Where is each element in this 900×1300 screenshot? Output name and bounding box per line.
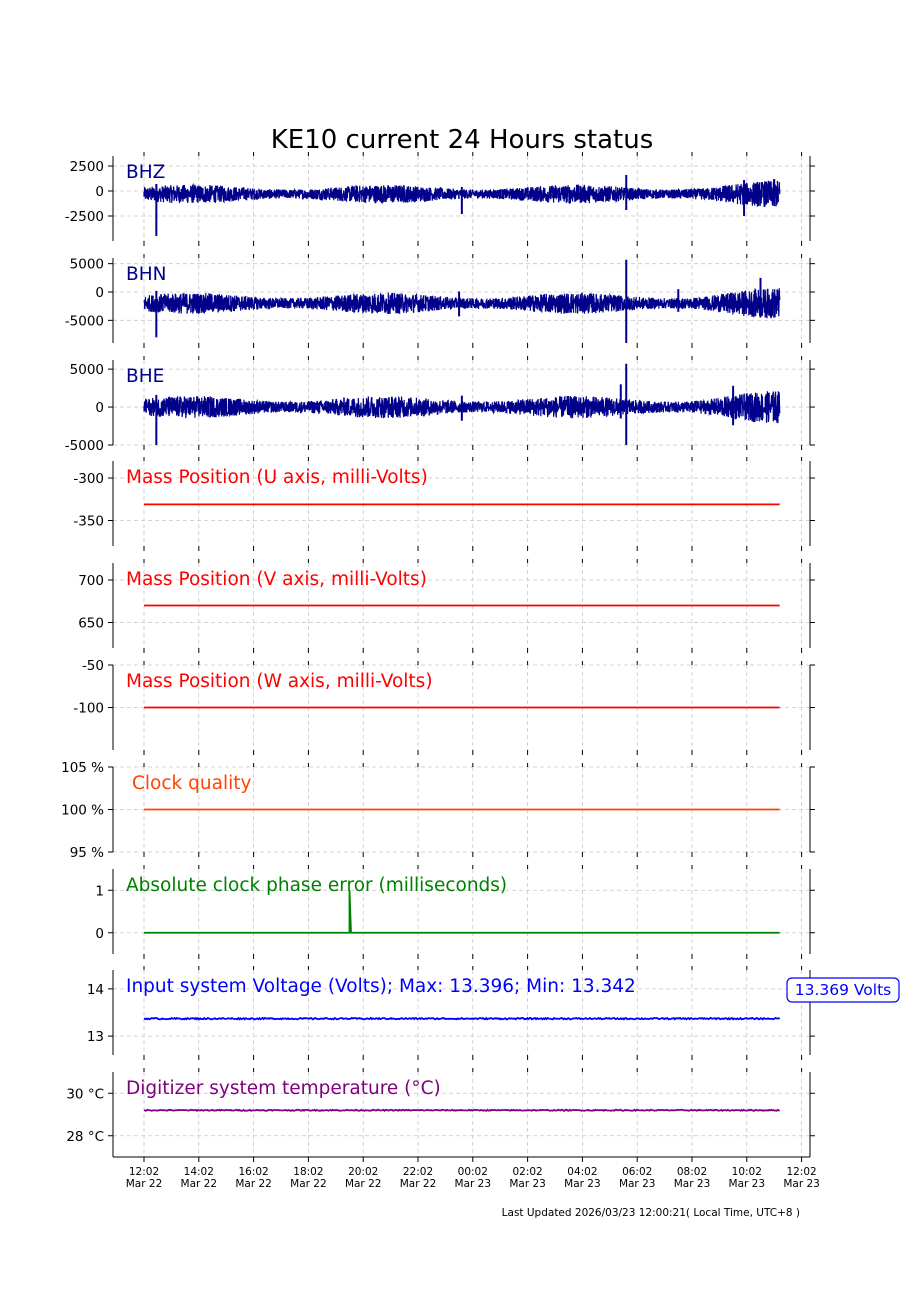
y-tick-label: -100 [73, 701, 104, 717]
y-tick-label: 0 [95, 400, 104, 416]
y-tick-label: -5000 [65, 313, 104, 329]
series-line [143, 287, 781, 319]
x-tick-label-date: Mar 23 [619, 1178, 656, 1190]
current-value-box [786, 977, 900, 1003]
x-tick-label-date: Mar 22 [181, 1178, 218, 1190]
panel-label: Mass Position (U axis, milli-Volts) [126, 467, 428, 488]
x-tick-label-time: 10:02 [732, 1166, 762, 1178]
y-tick-label: -50 [82, 658, 104, 674]
panels: 2500 0 -2500 BHZ 5000 0 -5000 BHN 5000 0 -5000 BHE -… [61, 152, 900, 1162]
x-tick-label-date: Mar 23 [729, 1178, 766, 1190]
y-tick-label: -350 [73, 514, 104, 530]
y-tick-label: -5000 [65, 438, 104, 454]
panel-label: BHN [126, 264, 166, 285]
panel-0: 2500 0 -2500 BHZ [65, 152, 815, 246]
y-tick-label: 0 [95, 926, 104, 942]
x-tick-label-time: 16:02 [238, 1166, 268, 1178]
panel-7: 1 0 Absolute clock phase error (millisecon… [95, 865, 815, 959]
x-tick-label-time: 08:02 [677, 1166, 707, 1178]
x-tick-label-date: Mar 22 [400, 1178, 437, 1190]
panel-label: BHE [126, 366, 164, 387]
x-tick-label-time: 04:02 [567, 1166, 597, 1178]
series-line [144, 890, 780, 934]
x-tick-label-date: Mar 23 [455, 1178, 492, 1190]
panel-5: -50 -100 Mass Position (W axis, milli-Volt… [73, 658, 815, 755]
x-tick-label-time: 14:02 [184, 1166, 214, 1178]
panel-label: Clock quality [132, 773, 251, 794]
y-tick-label: 5000 [70, 257, 104, 273]
panel-9: 30 °C 28 °C Digitizer system temperature (… [66, 1068, 815, 1162]
y-tick-label: 5000 [70, 362, 104, 378]
panel-3: -300 -350 Mass Position (U axis, milli-Vol… [73, 457, 815, 551]
panel-label: Input system Voltage (Volts); Max: 13.39… [126, 976, 636, 997]
y-tick-label: 0 [95, 285, 104, 301]
series-line [143, 1108, 780, 1113]
x-tick-label-date: Mar 22 [290, 1178, 327, 1190]
x-tick-label-time: 18:02 [293, 1166, 323, 1178]
x-tick-label-time: 02:02 [512, 1166, 542, 1178]
last-updated-text: Last Updated 2026/03/23 12:00:21( Local … [502, 1207, 800, 1219]
chart-title: KE10 current 24 Hours status [271, 125, 654, 155]
x-tick-label-time: 12:02 [786, 1166, 816, 1178]
x-tick-label-date: Mar 23 [783, 1178, 820, 1190]
x-tick-label-date: Mar 22 [235, 1178, 272, 1190]
panel-label: Mass Position (W axis, milli-Volts) [126, 671, 433, 692]
y-tick-label: -2500 [65, 209, 104, 225]
x-tick-label-time: 20:02 [348, 1166, 378, 1178]
series-line [143, 1016, 781, 1021]
x-tick-label-time: 12:02 [129, 1166, 159, 1178]
x-tick-label-date: Mar 23 [674, 1178, 711, 1190]
panel-4: 700 650 Mass Position (V axis, milli-Volts… [78, 559, 815, 653]
y-tick-label: 95 % [70, 845, 104, 861]
y-tick-label: 1 [95, 883, 104, 899]
x-tick-label-time: 06:02 [622, 1166, 652, 1178]
y-tick-label: 28 °C [66, 1129, 104, 1145]
panel-2: 5000 0 -5000 BHE [65, 356, 815, 454]
panel-label: BHZ [126, 162, 165, 183]
panel-label: Digitizer system temperature (°C) [126, 1078, 441, 1099]
y-tick-label: 105 % [61, 760, 104, 776]
x-tick-label-time: 22:02 [403, 1166, 433, 1178]
panel-1: 5000 0 -5000 BHN [65, 254, 815, 348]
panel-label: Mass Position (V axis, milli-Volts) [126, 569, 427, 590]
y-tick-label: 2500 [70, 159, 104, 175]
x-tick-label-date: Mar 22 [345, 1178, 382, 1190]
y-tick-label: 14 [87, 982, 104, 998]
y-tick-label: -300 [73, 471, 104, 487]
x-tick-label-date: Mar 23 [509, 1178, 546, 1190]
x-tick-label-time: 00:02 [458, 1166, 488, 1178]
y-tick-label: 700 [78, 573, 104, 589]
current-value-label: 13.369 Volts [795, 981, 892, 999]
y-tick-label: 650 [78, 616, 104, 632]
y-tick-label: 0 [95, 184, 104, 200]
panel-8: 14 13 Input system Voltage (Volts); Max: 1… [87, 966, 900, 1060]
y-tick-label: 100 % [61, 803, 104, 819]
x-tick-label-date: Mar 22 [126, 1178, 163, 1190]
y-tick-label: 13 [87, 1029, 104, 1045]
x-tick-label-date: Mar 23 [564, 1178, 601, 1190]
panel-label: Absolute clock phase error (milliseconds… [126, 875, 507, 896]
y-tick-label: 30 °C [66, 1086, 104, 1102]
panel-6: 105 % 100 % 95 % Clock quality [61, 760, 815, 861]
